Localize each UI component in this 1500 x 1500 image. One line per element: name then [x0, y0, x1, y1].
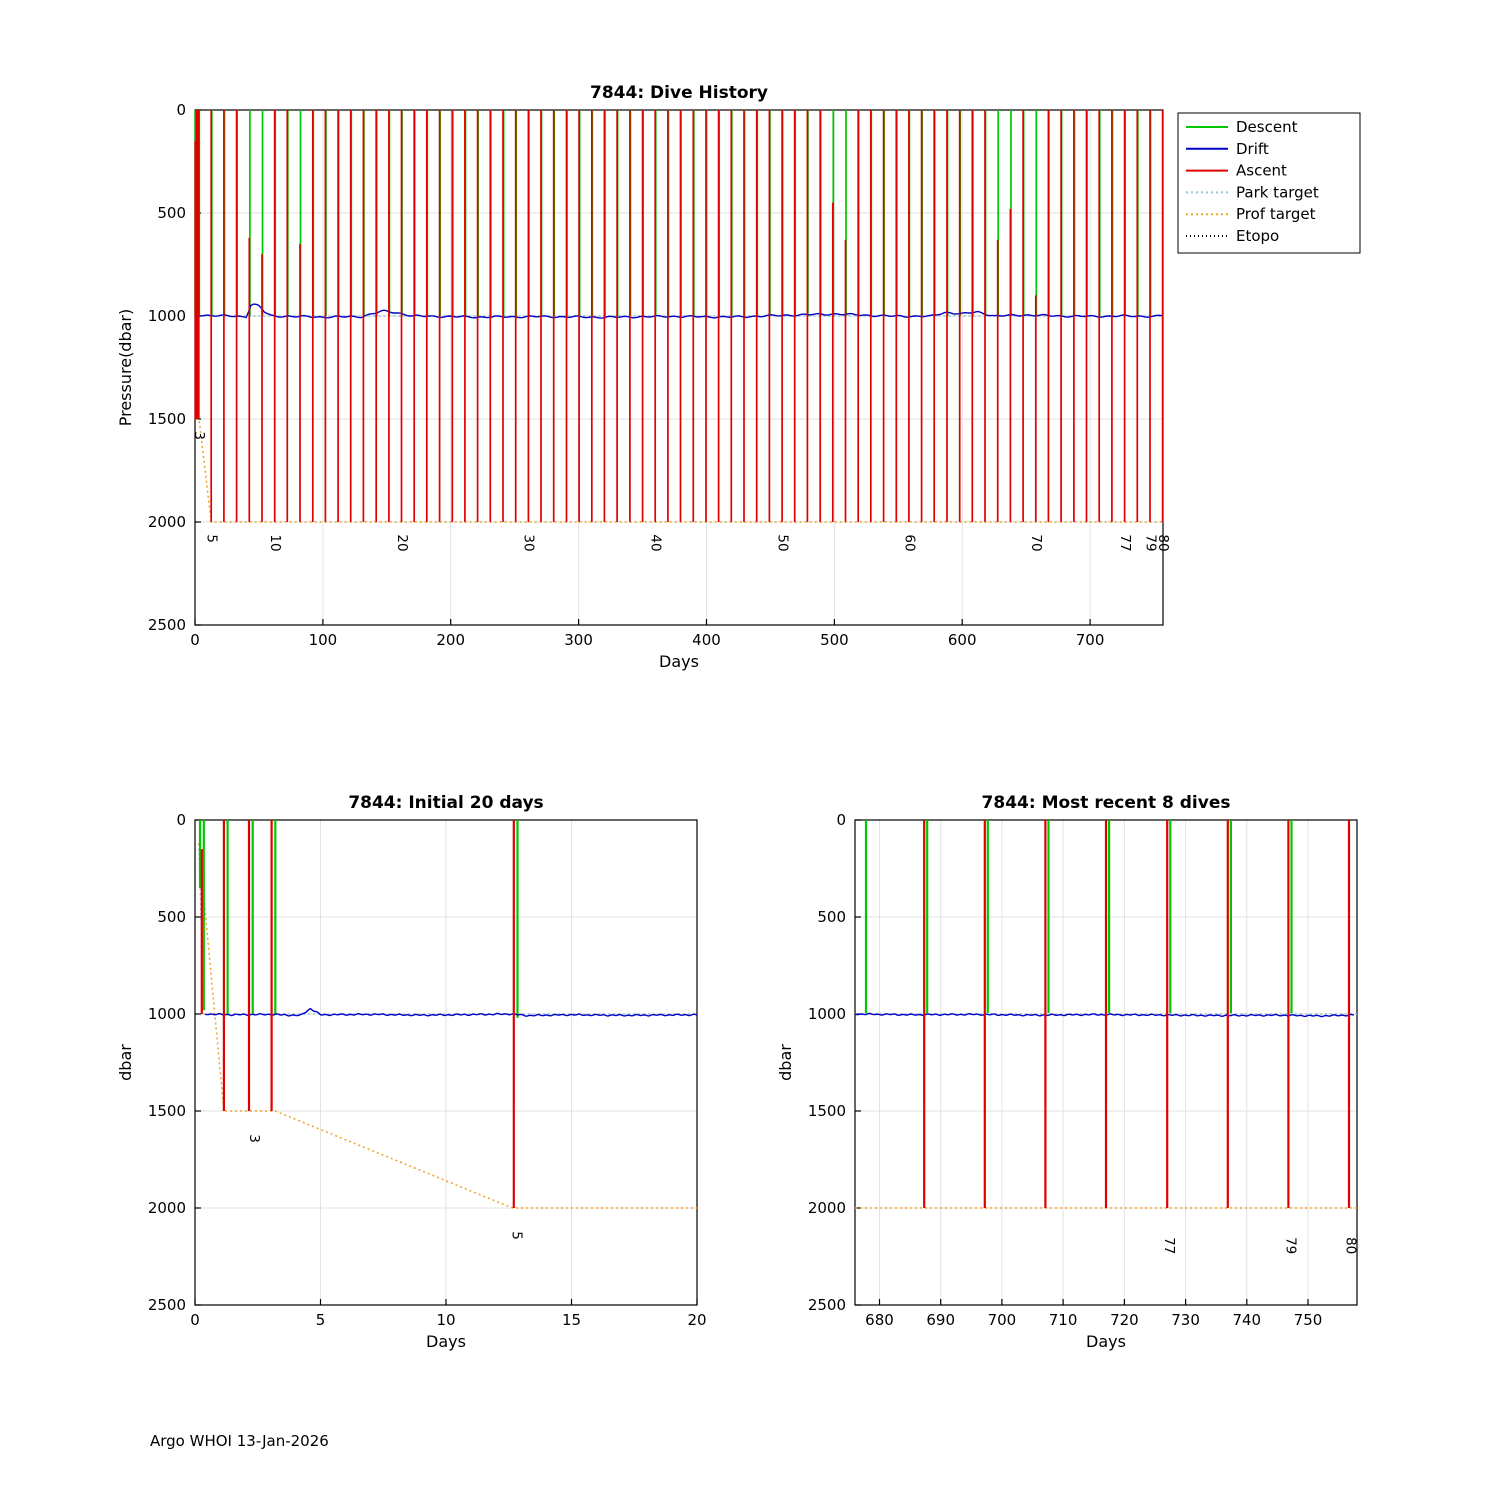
- y-tick-label: 1500: [148, 410, 186, 428]
- dive-number-label: 77: [1161, 1237, 1177, 1254]
- legend-item-label: Park target: [1236, 183, 1319, 201]
- y-tick-label: 500: [157, 908, 186, 926]
- y-tick-label: 1000: [148, 307, 186, 325]
- dive-number-label: 5: [508, 1231, 524, 1240]
- footer-credit: Argo WHOI 13-Jan-2026: [150, 1432, 329, 1450]
- y-tick-label: 2500: [148, 1296, 186, 1314]
- y-tick-label: 1000: [148, 1005, 186, 1023]
- y-tick-label: 0: [836, 811, 846, 829]
- chart-title: 7844: Dive History: [590, 83, 768, 103]
- x-tick-label: 710: [1049, 1311, 1078, 1329]
- y-axis-label: dbar: [776, 1044, 795, 1081]
- x-tick-label: 700: [988, 1311, 1017, 1329]
- series-drift: [854, 1012, 1355, 1018]
- x-tick-label: 720: [1110, 1311, 1139, 1329]
- dive-number-label: 10: [267, 534, 283, 551]
- dive-number-label: 40: [648, 534, 664, 551]
- x-tick-label: 500: [820, 631, 849, 649]
- dive-number-label: 20: [394, 534, 410, 551]
- x-axis-label: Days: [426, 1332, 466, 1351]
- y-tick-label: 500: [817, 908, 846, 926]
- x-tick-label: 200: [436, 631, 465, 649]
- dive-number-label: 3: [246, 1134, 262, 1143]
- dive-number-label: 77: [1117, 534, 1133, 551]
- legend-item-label: Ascent: [1236, 162, 1287, 180]
- axes-box: [194, 109, 1164, 626]
- x-tick-label: 0: [190, 631, 200, 649]
- dive-number-label: 60: [901, 534, 917, 551]
- y-tick-label: 500: [157, 204, 186, 222]
- y-tick-label: 1500: [808, 1102, 846, 1120]
- x-tick-label: 690: [926, 1311, 955, 1329]
- legend-item-label: Etopo: [1236, 227, 1279, 245]
- x-axis-label: Days: [659, 652, 699, 671]
- x-tick-label: 10: [436, 1311, 455, 1329]
- dive-number-label: 30: [521, 534, 537, 551]
- x-tick-label: 680: [865, 1311, 894, 1329]
- y-tick-label: 0: [176, 101, 186, 119]
- dive-number-label: 5: [204, 534, 220, 543]
- y-tick-label: 1000: [808, 1005, 846, 1023]
- series-park-target: [198, 843, 697, 1015]
- dive-number-label: 3: [191, 431, 207, 440]
- x-tick-label: 740: [1232, 1311, 1261, 1329]
- y-tick-label: 2000: [808, 1199, 846, 1217]
- dive-number-label: 70: [1028, 534, 1044, 551]
- chart-title: 7844: Initial 20 days: [348, 793, 543, 813]
- y-tick-label: 2000: [148, 1199, 186, 1217]
- x-tick-label: 300: [564, 631, 593, 649]
- legend-item-label: Prof target: [1236, 205, 1316, 223]
- x-tick-label: 20: [687, 1311, 706, 1329]
- x-tick-label: 600: [948, 631, 977, 649]
- x-tick-label: 730: [1171, 1311, 1200, 1329]
- dive-number-label: 79: [1282, 1237, 1298, 1254]
- x-axis-label: Days: [1086, 1332, 1126, 1351]
- y-axis-label: dbar: [116, 1044, 135, 1081]
- y-tick-label: 2500: [808, 1296, 846, 1314]
- legend-item-label: Descent: [1236, 118, 1298, 136]
- y-tick-label: 1500: [148, 1102, 186, 1120]
- dive-number-label: 80: [1155, 534, 1171, 551]
- legend-item-label: Drift: [1236, 140, 1269, 158]
- dive-number-label: 80: [1342, 1237, 1358, 1254]
- dive-number-label: 50: [774, 534, 790, 551]
- chart-title: 7844: Most recent 8 dives: [982, 793, 1231, 813]
- x-tick-label: 100: [309, 631, 338, 649]
- x-tick-label: 750: [1294, 1311, 1323, 1329]
- x-tick-label: 0: [190, 1311, 200, 1329]
- y-tick-label: 2500: [148, 616, 186, 634]
- dive-number-label: 79: [1142, 534, 1158, 551]
- series-prof-target: [198, 843, 697, 1209]
- series-drift: [195, 303, 1163, 319]
- legend-box: [1177, 112, 1361, 254]
- series-park-target: [194, 138, 1163, 317]
- y-tick-label: 2000: [148, 513, 186, 531]
- x-tick-label: 15: [562, 1311, 581, 1329]
- x-tick-label: 400: [692, 631, 721, 649]
- y-tick-label: 0: [176, 811, 186, 829]
- initial-20-days-chart: 3 5 0 5 10 15 20 0 500 1000 1500 2000 2500 7844: Init…: [116, 793, 707, 1351]
- series-drift: [204, 1007, 698, 1017]
- series-prof-target: [194, 138, 1163, 523]
- x-tick-label: 700: [1076, 631, 1105, 649]
- recent-8-dives-chart: 77 79 80 680 690 700 710 720 730 740 750 0 500 1000 15…: [776, 793, 1358, 1351]
- y-axis-label: Pressure(dbar): [116, 309, 135, 427]
- x-tick-label: 5: [316, 1311, 326, 1329]
